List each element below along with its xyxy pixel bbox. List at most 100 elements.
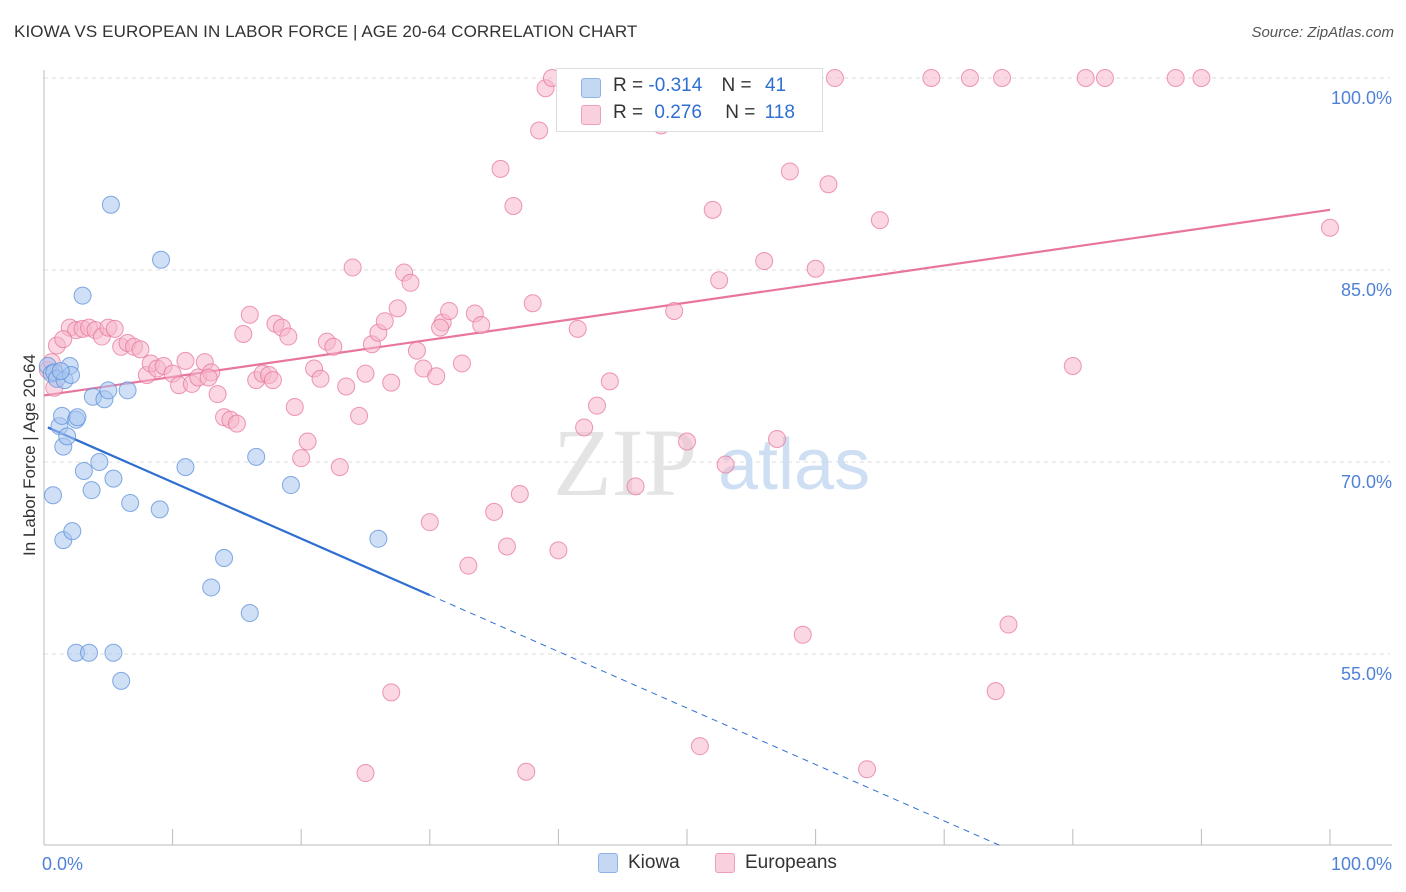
europeans-point [517, 762, 536, 781]
europeans-point [510, 485, 529, 503]
europeans-point [227, 414, 246, 433]
europeans-point [993, 69, 1012, 87]
kiowa-point [281, 476, 300, 495]
source-label: Source: ZipAtlas.com [1251, 24, 1394, 41]
kiowa-trend-extension [429, 594, 1003, 847]
kiowa-point [112, 671, 131, 690]
europeans-point [388, 299, 407, 318]
europeans-point [279, 327, 298, 346]
legend-r-value-kiowa: -0.314 [648, 75, 703, 96]
legend-swatch-europeans [581, 105, 601, 125]
x-tick-label: 0.0% [42, 854, 83, 874]
europeans-point [523, 294, 542, 313]
kiowa-point [215, 549, 234, 567]
europeans-point [999, 615, 1018, 634]
bottom-legend-swatch-europeans [715, 853, 735, 873]
europeans-point [298, 432, 317, 451]
europeans-point [1063, 357, 1082, 375]
kiowa-point [90, 453, 109, 471]
kiowa-point [202, 578, 221, 597]
bottom-legend-label-europeans: Europeans [745, 852, 837, 873]
europeans-point [497, 537, 516, 556]
europeans-point [176, 351, 195, 370]
europeans-trend-line [43, 208, 1331, 397]
europeans-point [234, 325, 253, 343]
europeans-point [208, 385, 227, 404]
europeans-point [806, 259, 825, 278]
kiowa-point [240, 604, 259, 623]
kiowa-point [369, 529, 388, 548]
europeans-point [420, 513, 439, 532]
europeans-point [1321, 218, 1339, 237]
europeans-point [199, 368, 218, 387]
europeans-point [575, 418, 594, 437]
kiowa-point [247, 447, 266, 466]
europeans-point [382, 373, 401, 392]
europeans-point [825, 69, 844, 87]
watermark-zip: ZIP [553, 409, 697, 516]
watermark-atlas: atlas [718, 425, 870, 505]
europeans-point [131, 340, 150, 359]
europeans-point [960, 69, 979, 87]
europeans-point [337, 377, 356, 396]
chart-title: KIOWA VS EUROPEAN IN LABOR FORCE | AGE 2… [14, 22, 638, 41]
watermark: ZIP atlas [553, 409, 870, 516]
europeans-point [1076, 69, 1095, 87]
kiowa-point [150, 500, 169, 519]
europeans-point [703, 200, 722, 219]
europeans-point [485, 502, 504, 521]
kiowa-point [73, 286, 92, 305]
kiowa-point [152, 250, 171, 269]
kiowa-point [44, 486, 63, 505]
europeans-point [710, 271, 729, 290]
europeans-point [491, 159, 510, 178]
europeans-point [427, 367, 446, 386]
europeans-point [459, 556, 478, 575]
kiowa-point [82, 481, 101, 500]
legend-swatch-kiowa [581, 78, 601, 98]
legend-n-value-kiowa: 41 [764, 75, 787, 96]
europeans-point [819, 175, 838, 194]
europeans-point [568, 319, 587, 338]
europeans-point [375, 312, 394, 331]
europeans-point [549, 541, 568, 560]
europeans-point [870, 211, 889, 230]
axes [43, 70, 1392, 846]
kiowa-point [51, 362, 70, 381]
europeans-point [587, 396, 606, 415]
europeans-point [780, 162, 799, 181]
europeans-point [768, 429, 787, 448]
europeans-point [600, 372, 619, 391]
europeans-point [1192, 69, 1211, 87]
kiowa-point [176, 458, 195, 477]
gridlines [44, 77, 1390, 655]
europeans-point [356, 364, 375, 383]
europeans-point [401, 273, 420, 292]
kiowa-point [68, 408, 87, 427]
europeans-point [793, 625, 812, 644]
europeans-point [343, 258, 362, 277]
y-tick-label: 55.0% [1341, 664, 1392, 684]
kiowa-point [121, 493, 140, 512]
europeans-point [440, 301, 459, 320]
europeans-point [1166, 69, 1185, 87]
kiowa-point [104, 469, 123, 488]
trend-lines [43, 208, 1331, 847]
kiowa-point [74, 461, 93, 480]
kiowa-point [80, 643, 99, 662]
europeans-point [665, 301, 684, 320]
bottom-legend-europeans: Europeans [715, 852, 837, 874]
y-tick-label: 100.0% [1331, 88, 1392, 108]
x-tick-label: 100.0% [1331, 854, 1392, 874]
europeans-point [1095, 69, 1114, 87]
europeans-point [452, 354, 471, 373]
europeans-point [716, 455, 735, 474]
europeans-point [240, 305, 259, 324]
europeans-point [311, 369, 330, 388]
europeans-point [350, 406, 369, 425]
legend-r-label: R = [613, 102, 644, 123]
y-axis-label: In Labor Force | Age 20-64 [20, 354, 39, 556]
kiowa-point [99, 381, 118, 400]
legend-n-label: N = [725, 102, 756, 123]
